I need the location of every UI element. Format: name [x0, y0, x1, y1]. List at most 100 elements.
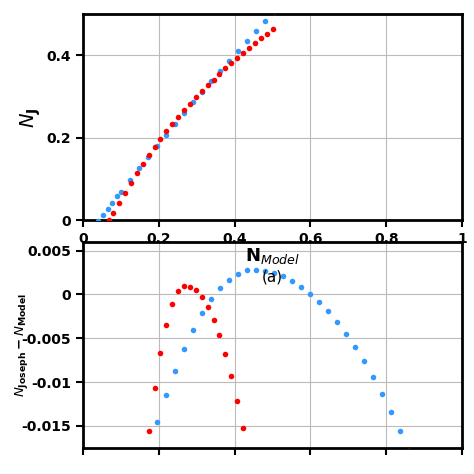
Point [415, 469, 422, 474]
Point [325, 308, 332, 315]
Point [126, 176, 134, 184]
Point [135, 164, 143, 172]
Point [207, 78, 215, 85]
Point [334, 319, 341, 326]
Point [225, 57, 233, 64]
Point [207, 296, 215, 303]
Point [97, 233, 105, 240]
Point [252, 27, 260, 35]
Point [90, 224, 97, 231]
Point [298, 283, 305, 291]
Point [198, 293, 206, 301]
Text: $\mathbf{\mathit{N}_J}$: $\mathbf{\mathit{N}_J}$ [18, 107, 43, 128]
Text: $\mathbf{\mathit{N}_{Joseph} - \mathit{N}_{Model}}$: $\mathbf{\mathit{N}_{Joseph} - \mathit{N… [13, 292, 30, 397]
Point [370, 373, 377, 381]
Point [121, 189, 129, 197]
Point [174, 113, 182, 120]
Point [228, 59, 235, 67]
Point [174, 287, 182, 295]
Point [99, 211, 107, 219]
Point [171, 367, 179, 374]
Point [168, 120, 176, 128]
Point [239, 424, 247, 432]
Point [204, 303, 211, 311]
Point [198, 310, 206, 317]
Point [151, 143, 158, 151]
Point [171, 120, 179, 128]
Point [343, 330, 350, 338]
Point [117, 188, 125, 195]
Point [406, 447, 413, 455]
Point [198, 88, 206, 96]
Point [153, 142, 161, 150]
Point [153, 419, 161, 426]
Point [144, 448, 152, 456]
Point [145, 428, 153, 435]
Point [261, 267, 269, 274]
Point [127, 179, 135, 187]
Point [162, 392, 170, 399]
Point [94, 218, 102, 225]
Text: $\mathbf{N}_{\mathbf{\mathit{Model}}}$: $\mathbf{N}_{\mathbf{\mathit{Model}}}$ [245, 246, 300, 266]
Point [388, 408, 395, 415]
Point [104, 205, 111, 213]
Point [151, 384, 158, 392]
Point [216, 332, 223, 339]
Point [228, 372, 235, 380]
Point [257, 34, 264, 42]
Point [163, 128, 170, 135]
Point [243, 267, 251, 274]
Point [180, 345, 188, 353]
Point [289, 277, 296, 285]
Point [216, 284, 224, 292]
Point [245, 44, 253, 51]
Point [204, 82, 211, 89]
Point [234, 47, 242, 55]
Point [243, 37, 251, 45]
Point [198, 88, 206, 95]
Point [216, 70, 223, 78]
Point [221, 64, 229, 72]
Point [115, 199, 123, 207]
Point [279, 273, 287, 280]
Point [162, 131, 170, 139]
Point [225, 276, 233, 283]
Point [101, 225, 109, 232]
Point [251, 39, 259, 46]
Point [270, 8, 278, 15]
Point [263, 30, 271, 37]
Point [89, 250, 96, 257]
Point [157, 135, 164, 143]
Point [145, 152, 153, 159]
Point [233, 397, 241, 404]
Point [106, 217, 113, 224]
Point [93, 241, 100, 249]
Point [361, 357, 368, 365]
Text: (a): (a) [262, 270, 283, 285]
Point [210, 76, 218, 83]
Point [245, 455, 253, 463]
Point [192, 94, 200, 101]
Point [234, 270, 242, 277]
Point [279, 0, 287, 6]
Point [261, 18, 269, 25]
Point [379, 390, 386, 397]
Point [113, 192, 121, 200]
Point [352, 343, 359, 351]
Point [109, 210, 117, 217]
Point [85, 230, 92, 238]
Point [133, 170, 141, 177]
Point [144, 154, 152, 161]
Point [270, 269, 278, 277]
Point [189, 99, 197, 106]
Point [233, 54, 241, 62]
Point [316, 298, 323, 306]
Point [186, 100, 194, 108]
Point [216, 67, 224, 75]
Point [186, 283, 194, 290]
Point [180, 282, 188, 290]
Point [139, 160, 146, 168]
Point [307, 290, 314, 298]
Point [239, 49, 247, 56]
Point [168, 301, 176, 308]
